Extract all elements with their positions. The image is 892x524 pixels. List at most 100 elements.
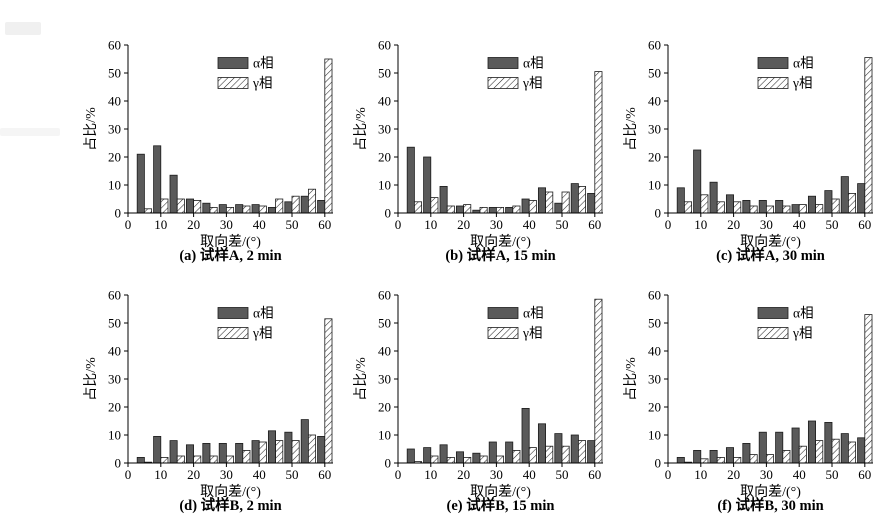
y-tick-label: 30 [648, 122, 661, 137]
y-tick-label: 20 [108, 400, 121, 415]
legend-label-gamma: γ相 [252, 326, 272, 341]
scan-artifact [0, 128, 60, 136]
alpha-phase-bar [267, 206, 277, 214]
legend: α相 γ相 [757, 56, 814, 91]
alpha-phase-bar [472, 452, 481, 464]
gamma-phase-bar [193, 199, 202, 214]
alpha-phase-bar [742, 199, 751, 214]
chart-panel-e: 0 10 20 30 40 50 60 0 10 20 30 40 50 60 占比/% 取向差/(°) (e)… [353, 275, 603, 523]
gamma-phase-bar [193, 455, 202, 464]
x-tick-label: 10 [694, 467, 707, 482]
panel-caption: (c) 试样A, 30 min [716, 246, 825, 264]
alpha-phase-bar [807, 195, 817, 214]
legend-swatch-gamma [217, 327, 249, 339]
gamma-phase-bar [512, 449, 521, 464]
x-tick-label: 30 [490, 217, 503, 232]
x-tick-label: 50 [556, 217, 569, 232]
alpha-phase-bar [136, 153, 145, 214]
x-tick-label: 10 [424, 217, 437, 232]
bar-chart: 0 10 20 30 40 50 60 0 10 20 30 40 50 60 占比/% 取向差/(°)(b)… [353, 38, 603, 265]
y-tick-label: 40 [108, 94, 121, 109]
gamma-phase-bar [782, 449, 791, 464]
gamma-phase-bar [864, 314, 873, 464]
x-tick-label: 20 [187, 217, 200, 232]
gamma-phase-bar [275, 440, 284, 464]
bar-chart: 0 10 20 30 40 50 60 0 10 20 30 40 50 60 占比/% 取向差/(°)(c)… [623, 38, 873, 265]
x-tick-label: 10 [424, 467, 437, 482]
legend: α相 γ相 [757, 306, 814, 341]
x-tick-label: 60 [858, 467, 871, 482]
gamma-phase-bar [594, 298, 603, 464]
gamma-phase-bar [324, 318, 333, 464]
alpha-phase-bar [570, 183, 579, 214]
bars-group [676, 57, 873, 214]
y-axis-label: 占比/% [353, 107, 369, 151]
x-tick-label: 20 [727, 217, 740, 232]
x-tick-label: 30 [220, 217, 233, 232]
legend-swatch-gamma [217, 77, 249, 89]
y-tick-label: 50 [648, 316, 661, 331]
labels-group: 0 10 20 30 40 50 60 0 10 20 30 40 50 60 占比/% 取向差/(°)(c)… [623, 38, 871, 265]
gamma-phase-bar [495, 206, 505, 214]
alpha-phase-bar [251, 204, 260, 214]
labels-group: 0 10 20 30 40 50 60 0 10 20 30 40 50 60 占比/% 取向差/(°)(d)… [83, 288, 331, 515]
legend-swatch-alpha [757, 307, 789, 319]
gamma-phase-bar [864, 57, 873, 214]
legend: α相 γ相 [487, 56, 544, 91]
alpha-phase-bar [218, 204, 227, 214]
gamma-phase-bar [545, 191, 554, 214]
legend-swatch-gamma [757, 327, 789, 339]
x-axis-label: 取向差/(°) [200, 234, 261, 250]
x-tick-label: 30 [760, 467, 773, 482]
scan-artifact [5, 22, 41, 35]
gamma-phase-bar [700, 194, 709, 214]
y-tick-label: 40 [648, 344, 661, 359]
y-tick-label: 40 [378, 94, 391, 109]
alpha-phase-bar [406, 146, 415, 214]
x-tick-label: 30 [220, 467, 233, 482]
gamma-phase-bar [225, 455, 235, 464]
gamma-phase-bar [749, 454, 758, 464]
x-axis-label: 取向差/(°) [200, 484, 261, 500]
alpha-phase-bar [505, 206, 514, 214]
gamma-phase-bar [291, 195, 300, 214]
gamma-phase-bar [594, 71, 603, 214]
alpha-phase-bar [807, 420, 817, 464]
gamma-phase-bar [225, 206, 235, 214]
gamma-phase-bar [258, 441, 267, 464]
y-tick-label: 60 [108, 288, 121, 303]
y-tick-label: 60 [648, 288, 661, 303]
gamma-phase-bar [242, 449, 251, 464]
axes [394, 294, 603, 467]
y-axis-label: 占比/% [623, 357, 639, 401]
alpha-phase-bar [537, 187, 547, 214]
legend-swatch-alpha [487, 307, 519, 319]
alpha-phase-bar [725, 194, 735, 214]
alpha-phase-bar [423, 447, 432, 464]
y-tick-label: 40 [378, 344, 391, 359]
alpha-phase-bar [537, 423, 547, 464]
y-axis-label: 占比/% [83, 107, 99, 151]
alpha-phase-bar [791, 204, 800, 214]
y-tick-label: 30 [108, 122, 121, 137]
legend-label-alpha: α相 [793, 306, 814, 321]
x-axis-label: 取向差/(°) [740, 484, 801, 500]
labels-group: 0 10 20 30 40 50 60 0 10 20 30 40 50 60 占比/% 取向差/(°)(b)… [353, 38, 601, 265]
panel-caption: (f) 试样B, 30 min [717, 496, 823, 514]
y-tick-label: 50 [108, 66, 121, 81]
alpha-phase-bar [267, 430, 277, 464]
x-tick-label: 60 [588, 467, 601, 482]
gamma-phase-bar [430, 197, 439, 214]
alpha-phase-bar [300, 419, 309, 464]
gamma-phase-bar [479, 206, 488, 214]
y-tick-label: 60 [648, 38, 661, 53]
x-tick-label: 40 [793, 467, 806, 482]
gamma-phase-bar [307, 188, 317, 214]
axes [124, 294, 333, 467]
gamma-phase-bar [765, 454, 775, 464]
y-tick-label: 20 [378, 400, 391, 415]
gamma-phase-bar [160, 198, 169, 214]
alpha-phase-bar [775, 199, 784, 214]
x-tick-label: 10 [154, 217, 167, 232]
legend: α相 γ相 [217, 306, 274, 341]
